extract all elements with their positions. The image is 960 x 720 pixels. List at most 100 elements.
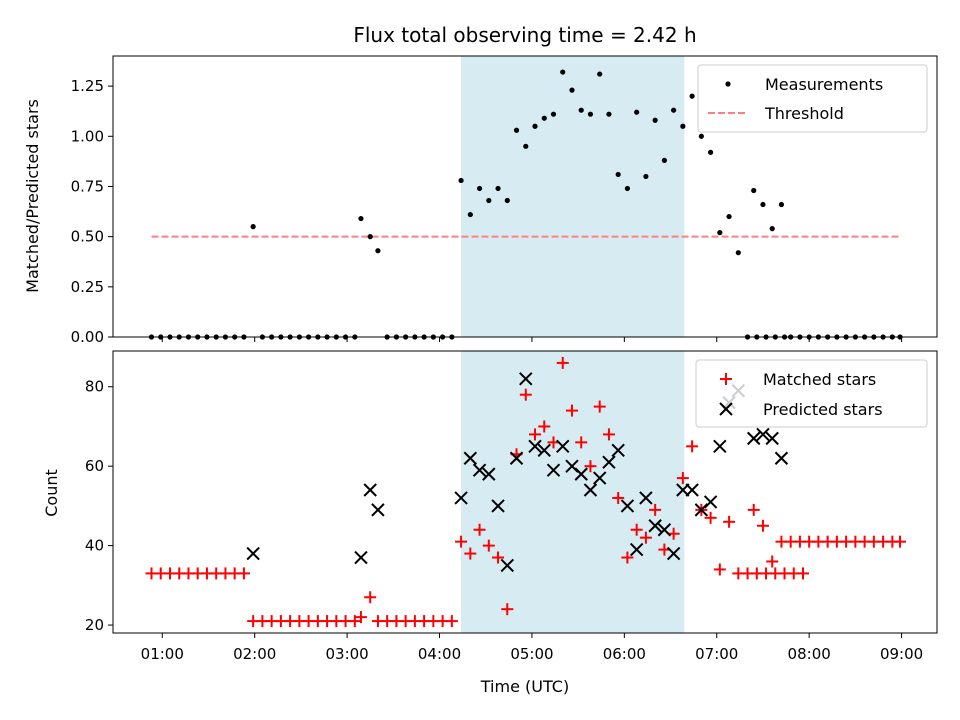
measurement-point [643,173,649,180]
matched-point [704,511,717,524]
measurement-point [671,107,677,113]
matched-point [445,615,458,628]
ratio-y-tick-label: 0.25 [71,278,104,296]
count-y-tick-label: 40 [85,537,104,555]
measurement-point [250,224,256,230]
legend-predicted-label: Predicted stars [763,400,883,419]
matched-point [538,420,551,433]
measurement-point [367,234,373,240]
ratio-legend-box [697,64,928,133]
measurement-point [689,93,695,99]
predicted-point [491,499,505,513]
measurement-point [569,87,575,93]
predicted-point [519,372,533,386]
ratio-y-tick-label: 0.00 [71,328,104,346]
predicted-point [482,467,496,481]
matched-point [723,515,736,528]
predicted-point [639,491,653,505]
legend-threshold-label: Threshold [764,104,844,123]
legend-measurements-marker [725,81,731,87]
ratio-x-ticks [161,337,903,342]
matched-point [894,535,907,548]
measurement-point [778,201,785,208]
ratio-y-tick-label: 1.00 [71,127,104,145]
matched-point [519,388,532,401]
panel-ratio: 0.00 0.25 0.50 0.75 1.00 1.25 Matched/Predict… [23,55,938,346]
count-legend-box [695,359,928,428]
matched-point [473,523,486,536]
legend-measurements-label: Measurements [765,75,883,94]
matched-point [237,567,250,580]
measurement-point [467,211,473,218]
panel-ratio-frame [112,55,938,338]
matched-point [756,519,769,532]
predicted-point [509,451,524,465]
measurement-point [661,157,667,163]
ratio-y-axis-label: Matched/Predicted stars [23,99,42,293]
count-y-tick-label: 60 [85,457,104,475]
count-y-tick-label: 80 [85,378,104,396]
legend-predicted-marker [719,402,733,416]
predicted-point [774,451,789,465]
count-x-tick-label: 05:00 [510,645,553,663]
matched-point [747,503,760,516]
count-x-tick-label: 09:00 [880,645,923,663]
matched-point [354,611,367,624]
measurement-point [458,177,464,184]
matched-point [649,503,662,516]
measurement-point [717,230,723,236]
matched-point [686,440,699,453]
matched-point [630,523,643,536]
predicted-point [747,431,761,446]
matched-point [565,404,578,417]
measurement-point [760,201,766,208]
count-y-tick-label: 20 [85,616,104,634]
predicted-point [756,427,770,442]
matched-point [455,535,468,548]
measurement-point [523,143,529,149]
predicted-point [463,451,478,465]
predicted-point [354,550,368,565]
measurement-point [652,117,658,123]
panel-ratio-highlight [461,56,685,337]
measurement-point [726,213,732,220]
predicted-point [657,523,672,537]
predicted-point [703,495,718,509]
predicted-point [583,483,598,497]
matched-point [492,551,505,564]
measurement-point [707,149,714,155]
matched-point [639,531,652,544]
predicted-point [620,499,635,513]
count-x-tick-label: 03:00 [325,645,368,663]
matched-point [713,563,726,576]
matched-point [602,428,615,441]
predicted-point [592,471,607,485]
predicted-point [713,439,727,454]
ratio-y-tick-label: 0.50 [71,228,104,246]
count-y-ticks: 20 40 60 80 [85,378,113,634]
matched-point [501,603,514,616]
count-x-tick-label: 04:00 [418,645,461,663]
chart-title: Flux total observing time = 2.42 h [353,23,696,47]
measurement-point [680,123,686,129]
measurement-point [735,250,741,256]
count-x-tick-label: 07:00 [695,645,738,663]
count-x-tick-label: 02:00 [233,645,276,663]
predicted-point [765,431,779,446]
matched-point [575,436,588,449]
matched-points [145,356,907,628]
matched-point [556,356,569,369]
count-x-tick-label: 06:00 [603,645,646,663]
predicted-point [546,463,561,477]
measurement-point [624,185,631,192]
predicted-point [685,483,699,497]
measurement-point [606,111,612,117]
ratio-y-ticks: 0.00 0.25 0.50 0.75 1.00 1.25 [71,77,113,346]
measurement-point [550,111,557,117]
measurement-point [495,185,501,192]
measurement-point [560,69,566,75]
matched-point [482,539,495,552]
matched-point [464,547,477,560]
measurement-point [513,127,520,133]
